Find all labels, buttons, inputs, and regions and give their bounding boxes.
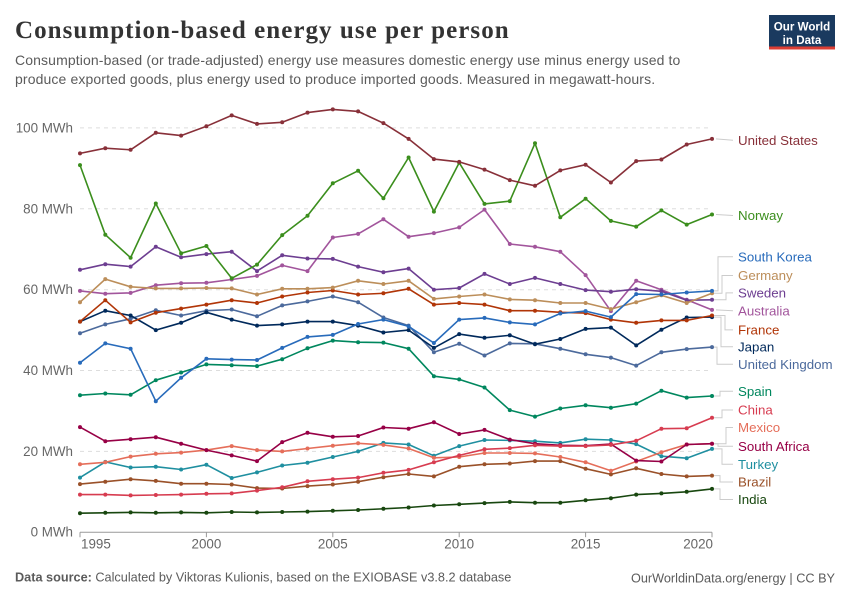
svg-text:Sweden: Sweden [738, 286, 786, 301]
svg-text:2005: 2005 [318, 537, 348, 552]
svg-text:Norway: Norway [738, 208, 783, 223]
svg-text:1995: 1995 [81, 537, 111, 552]
svg-text:Consumption-based (or trade-ad: Consumption-based (or trade-adjusted) en… [15, 52, 681, 68]
svg-text:80 MWh: 80 MWh [23, 201, 73, 216]
svg-text:40 MWh: 40 MWh [23, 363, 73, 378]
svg-text:2020: 2020 [683, 537, 713, 552]
svg-text:Australia: Australia [738, 303, 790, 318]
svg-text:2015: 2015 [571, 537, 601, 552]
svg-text:Spain: Spain [738, 384, 772, 399]
svg-text:United States: United States [738, 133, 818, 148]
svg-text:20 MWh: 20 MWh [23, 444, 73, 459]
svg-text:France: France [738, 323, 779, 338]
svg-text:Mexico: Mexico [738, 420, 780, 435]
svg-text:Brazil: Brazil [738, 475, 771, 490]
svg-text:United Kingdom: United Kingdom [738, 357, 833, 372]
svg-text:Our World: Our World [774, 21, 830, 34]
svg-text:in Data: in Data [783, 34, 822, 47]
svg-text:China: China [738, 403, 773, 418]
svg-text:produce exported goods, plus e: produce exported goods, plus energy used… [15, 71, 655, 87]
svg-text:Japan: Japan [738, 339, 774, 354]
svg-text:South Africa: South Africa [738, 439, 810, 454]
svg-text:OurWorldinData.org/energy | CC: OurWorldinData.org/energy | CC BY [631, 572, 836, 586]
svg-text:2010: 2010 [444, 537, 474, 552]
svg-text:Consumption-based energy use p: Consumption-based energy use per person [15, 17, 510, 44]
svg-text:Turkey: Turkey [738, 457, 778, 472]
svg-text:Data source: Calculated by Vik: Data source: Calculated by Viktoras Kuli… [15, 571, 511, 585]
svg-text:India: India [738, 492, 767, 507]
svg-text:0 MWh: 0 MWh [31, 525, 73, 540]
svg-text:South Korea: South Korea [738, 249, 813, 264]
svg-text:60 MWh: 60 MWh [23, 282, 73, 297]
svg-text:100 MWh: 100 MWh [16, 120, 73, 135]
svg-text:Germany: Germany [738, 268, 793, 283]
svg-text:2000: 2000 [192, 537, 222, 552]
